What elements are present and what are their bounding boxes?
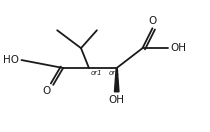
Polygon shape [114,68,119,92]
Text: or1: or1 [109,70,120,76]
Text: or1: or1 [91,70,102,76]
Text: OH: OH [109,95,125,105]
Text: O: O [148,16,157,26]
Text: HO: HO [4,55,20,65]
Text: OH: OH [170,43,186,53]
Text: O: O [42,86,50,96]
